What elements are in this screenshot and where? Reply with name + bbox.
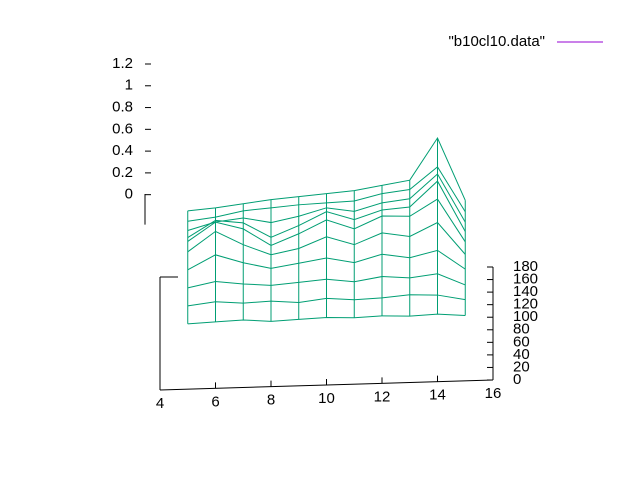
x-tick-label: 4: [156, 395, 164, 412]
z-tick-label: 0.8: [112, 99, 133, 116]
z-tick-label: 0.2: [112, 164, 133, 181]
legend-label: "b10cl10.data": [448, 33, 545, 50]
z-tick-label: 0.6: [112, 120, 133, 137]
y-tick-label: 40: [513, 346, 530, 363]
y-tick-label: 100: [513, 308, 538, 325]
y-tick-label: 0: [513, 371, 521, 388]
x-tick-label: 14: [429, 387, 446, 404]
x-tick-label: 12: [374, 388, 391, 405]
z-tick-label: 1: [125, 77, 133, 94]
z-tick-label: 0: [125, 186, 133, 203]
x-tick-label: 10: [318, 390, 335, 407]
y-tick-label: 180: [513, 258, 538, 275]
y-tick-label: 80: [513, 321, 530, 338]
x-tick-label: 8: [267, 392, 275, 409]
y-tick-label: 160: [513, 271, 538, 288]
z-tick-label: 1.2: [112, 55, 133, 72]
x-tick-label: 6: [211, 393, 219, 410]
y-tick-label: 140: [513, 283, 538, 300]
y-tick-label: 120: [513, 296, 538, 313]
y-tick-label: 60: [513, 333, 530, 350]
y-tick-label: 20: [513, 358, 530, 375]
z-tick-label: 0.4: [112, 142, 133, 159]
x-tick-label: 16: [485, 385, 502, 402]
